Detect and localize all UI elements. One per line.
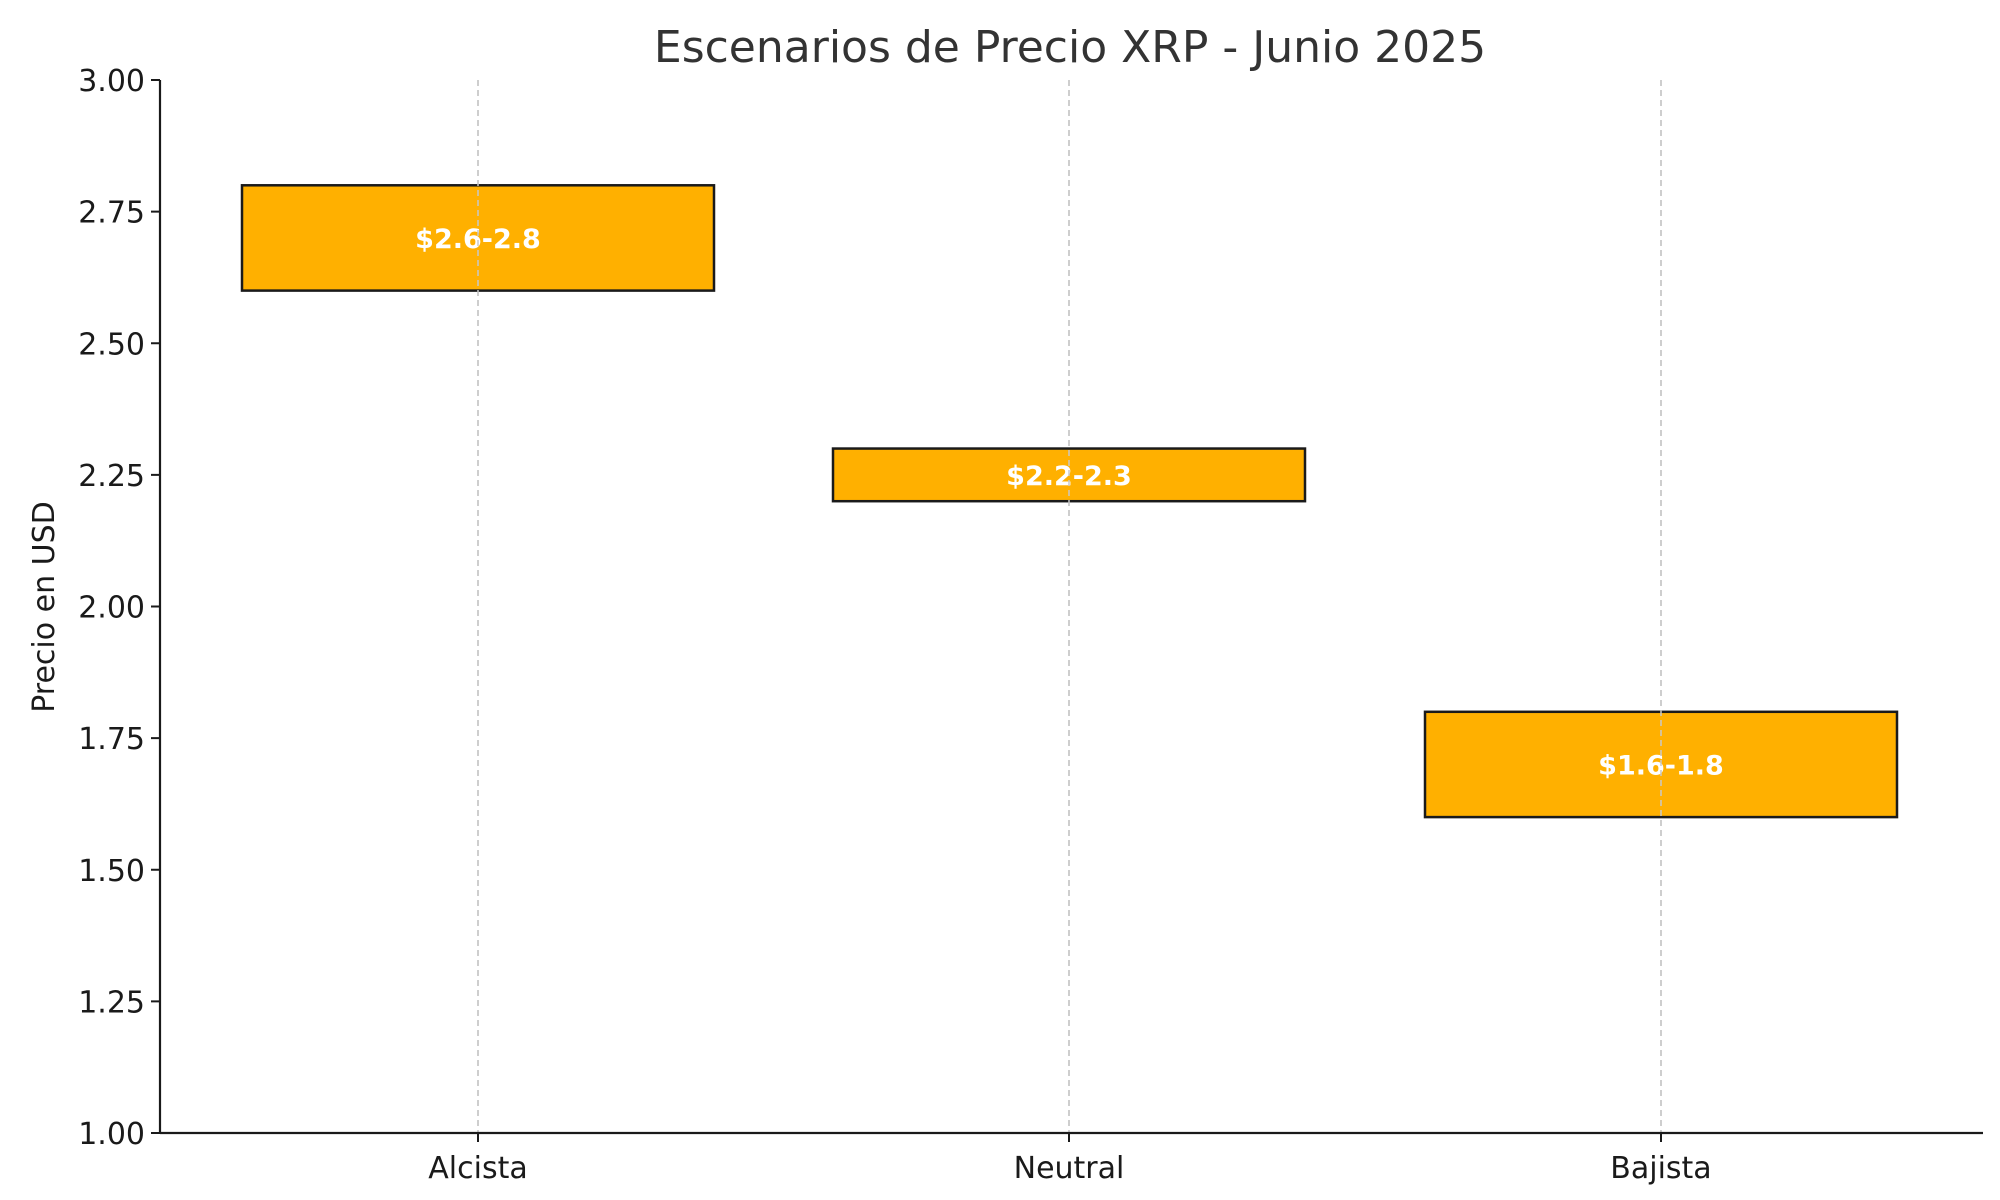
y-tick-label: 2.75 <box>78 196 145 231</box>
y-tick-label: 2.25 <box>78 459 145 494</box>
x-tick-label: Neutral <box>1014 1151 1125 1186</box>
y-tick-label: 1.25 <box>78 985 145 1020</box>
y-tick-label: 1.00 <box>78 1117 145 1152</box>
bar-data-label: $2.2-2.3 <box>1006 461 1132 492</box>
chart-title: Escenarios de Precio XRP - Junio 2025 <box>654 22 1486 73</box>
bar-data-label: $2.6-2.8 <box>415 224 541 255</box>
y-axis-label: Precio en USD <box>27 501 62 713</box>
y-tick-label: 2.50 <box>78 327 145 362</box>
x-tick-label: Alcista <box>428 1151 527 1186</box>
bars-layer: $2.6-2.8$2.2-2.3$1.6-1.8 <box>240 80 1899 1133</box>
y-tick-label: 3.00 <box>78 64 145 99</box>
y-tick-label: 2.00 <box>78 591 145 626</box>
x-tick-label: Bajista <box>1610 1151 1711 1186</box>
y-tick-label: 1.75 <box>78 722 145 757</box>
y-tick-label: 1.50 <box>78 854 145 889</box>
axes-layer: 1.00 1.25 1.50 1.75 2.00 2.25 2.50 2.75 3.00 Alci… <box>78 64 1983 1186</box>
